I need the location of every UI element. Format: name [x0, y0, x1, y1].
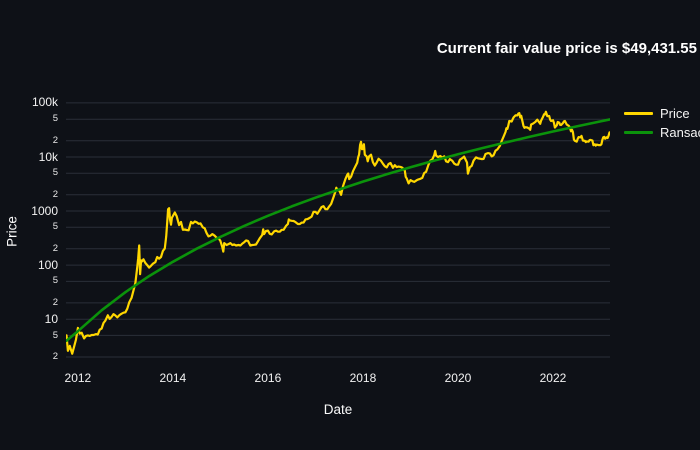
price-line[interactable] — [66, 110, 611, 355]
y-tick-label: 5 — [52, 329, 58, 341]
x-tick-label: 2022 — [539, 371, 567, 385]
y-tick-label: 2 — [52, 297, 58, 308]
ransac-line[interactable] — [66, 118, 611, 342]
y-tick-label: 2 — [52, 188, 58, 200]
y-tick-label: 10 — [44, 311, 58, 326]
plot-area[interactable] — [66, 95, 610, 368]
y-tick-label: 5 — [52, 167, 58, 179]
x-tick-label: 2020 — [444, 371, 472, 385]
x-tick-label: 2016 — [254, 371, 282, 385]
x-tick-label: 2012 — [64, 371, 92, 385]
y-tick-label: 100k — [31, 95, 58, 110]
y-tick-label: 1000 — [31, 203, 58, 218]
price-line-swatch — [624, 112, 653, 115]
x-tick-label: 2018 — [349, 371, 377, 385]
legend-label: Price — [660, 106, 690, 121]
legend-item-price[interactable]: Price — [624, 104, 700, 123]
legend-item-ransac[interactable]: Ransac — [624, 123, 700, 142]
ransac-line-swatch — [624, 131, 653, 134]
y-tick-label: 2 — [52, 134, 58, 146]
x-axis-label: Date — [323, 402, 353, 417]
y-tick-label: 100 — [37, 257, 58, 272]
gridlines — [66, 102, 610, 358]
chart-title: Current fair value price is $49,431.55 — [436, 40, 697, 57]
y-tick-label: 5 — [52, 113, 58, 125]
y-tick-label: 10k — [38, 149, 58, 164]
legend-label: Ransac — [660, 125, 700, 140]
y-tick-label: 5 — [52, 221, 58, 233]
y-tick-label: 2 — [52, 242, 58, 254]
y-tick-label: 5 — [52, 275, 58, 287]
y-axis-label: Price — [4, 216, 20, 247]
y-tick-label: 2 — [52, 351, 58, 363]
legend: Price Ransac — [624, 104, 700, 142]
x-tick-label: 2014 — [159, 371, 187, 385]
